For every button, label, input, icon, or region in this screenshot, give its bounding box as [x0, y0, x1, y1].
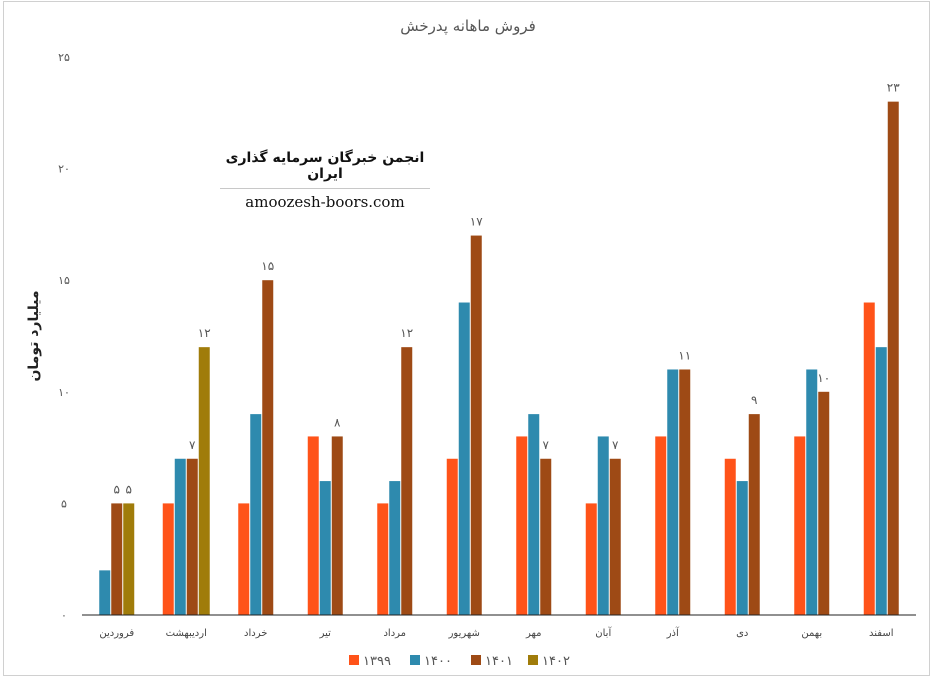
x-tick-label: اردیبهشت [166, 628, 207, 639]
legend-swatch [349, 655, 359, 665]
x-tick-label: آبان [595, 626, 612, 639]
x-tick-label: شهریور [448, 628, 480, 639]
bar [389, 481, 401, 615]
bar [516, 436, 528, 615]
legend-label: ۱۴۰۰ [424, 654, 452, 669]
bar [540, 458, 552, 615]
bar [162, 503, 174, 615]
data-label: ۱۰ [817, 371, 830, 385]
y-tick-label: ۵ [61, 497, 67, 510]
data-label: ۲۳ [887, 81, 900, 95]
bar [458, 302, 470, 615]
x-tick-label: اسفند [869, 628, 893, 639]
data-label: ۱۷ [470, 215, 483, 229]
chart-title: فروش ماهانه پدرخش [400, 17, 536, 36]
data-label: ۷ [189, 438, 196, 452]
x-tick-label: بهمن [801, 628, 822, 639]
y-axis-ticks: ۰ ۵ ۱۰ ۱۵ ۲۰ ۲۵ [58, 51, 70, 622]
bar [401, 347, 413, 615]
x-axis-ticks: فروردین اردیبهشت خرداد تیر مرداد شهریور مهر آبا… [99, 626, 893, 639]
y-tick-label: ۱۰ [58, 386, 70, 399]
bar [123, 503, 135, 615]
bar [679, 369, 691, 615]
bar [887, 101, 899, 615]
y-tick-label: ۱۵ [58, 274, 70, 287]
bar [609, 458, 621, 615]
watermark: انجمن خبرگان سرمایه گذاری ایران amoozesh… [212, 140, 438, 211]
x-tick-label: مرداد [383, 628, 406, 639]
bar [262, 280, 274, 615]
x-tick-label: آذر [666, 626, 680, 639]
bar [748, 414, 760, 615]
bar [863, 302, 875, 615]
x-tick-label: تیر [319, 628, 332, 639]
legend-swatch [528, 655, 538, 665]
legend-swatch [410, 655, 420, 665]
bar [250, 414, 262, 615]
bar [806, 369, 818, 615]
legend-label: ۱۳۹۹ [363, 654, 391, 669]
bar [238, 503, 250, 615]
x-tick-label: دی [736, 628, 748, 639]
y-tick-label: ۰ [61, 609, 67, 622]
chart-frame [3, 1, 930, 676]
bar [655, 436, 667, 615]
bar [319, 481, 331, 615]
bar [528, 414, 540, 615]
data-label: ۱۲ [198, 326, 211, 340]
watermark-divider [220, 188, 430, 189]
bar [446, 458, 458, 615]
legend: ۱۳۹۹ ۱۴۰۰ ۱۴۰۱ ۱۴۰۲ [349, 654, 570, 669]
legend-label: ۱۴۰۲ [542, 654, 570, 669]
watermark-url: amoozesh-boors.com [245, 193, 405, 211]
data-label: ۱۵ [261, 259, 274, 273]
bar [198, 347, 210, 615]
bar [186, 458, 198, 615]
bars-group [99, 101, 899, 615]
y-axis-label: میلیارد تومان [26, 290, 42, 381]
bar [597, 436, 609, 615]
bar [111, 503, 123, 615]
x-tick-label: فروردین [99, 628, 134, 639]
legend-swatch [471, 655, 481, 665]
x-tick-label: خرداد [244, 628, 267, 639]
data-label: ۵ [126, 482, 132, 496]
bar [585, 503, 597, 615]
data-label: ۱۲ [400, 326, 413, 340]
bar [331, 436, 343, 615]
bar [99, 570, 111, 615]
bar [377, 503, 389, 615]
bar [736, 481, 748, 615]
bar [724, 458, 736, 615]
data-labels-group: ۵ ۵ ۷ ۱۲ ۱۵ ۸ ۱۲ ۱۷ ۷ ۷ ۱۱ ۹ ۱۰ ۲۳ [114, 81, 901, 497]
data-label: ۷ [543, 438, 550, 452]
bar [818, 391, 830, 615]
bar [667, 369, 679, 615]
y-tick-label: ۲۵ [58, 51, 70, 64]
data-label: ۸ [334, 415, 341, 429]
data-label: ۱۱ [678, 348, 691, 362]
data-label: ۷ [612, 438, 619, 452]
bar [794, 436, 806, 615]
x-tick-label: مهر [525, 628, 541, 639]
bar [470, 235, 482, 615]
y-tick-label: ۲۰ [58, 163, 70, 176]
watermark-title: انجمن خبرگان سرمایه گذاری ایران [225, 150, 425, 182]
data-label: ۵ [114, 482, 120, 496]
bar [307, 436, 319, 615]
bar [875, 347, 887, 615]
bar [174, 458, 186, 615]
legend-label: ۱۴۰۱ [485, 654, 513, 669]
data-label: ۹ [751, 393, 757, 407]
